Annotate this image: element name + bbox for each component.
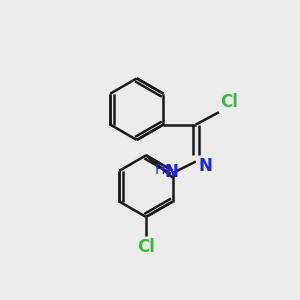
Text: N: N xyxy=(164,163,178,181)
Text: H: H xyxy=(154,163,165,177)
Text: N: N xyxy=(199,157,213,175)
Text: Cl: Cl xyxy=(220,93,238,111)
Text: Cl: Cl xyxy=(137,238,155,256)
